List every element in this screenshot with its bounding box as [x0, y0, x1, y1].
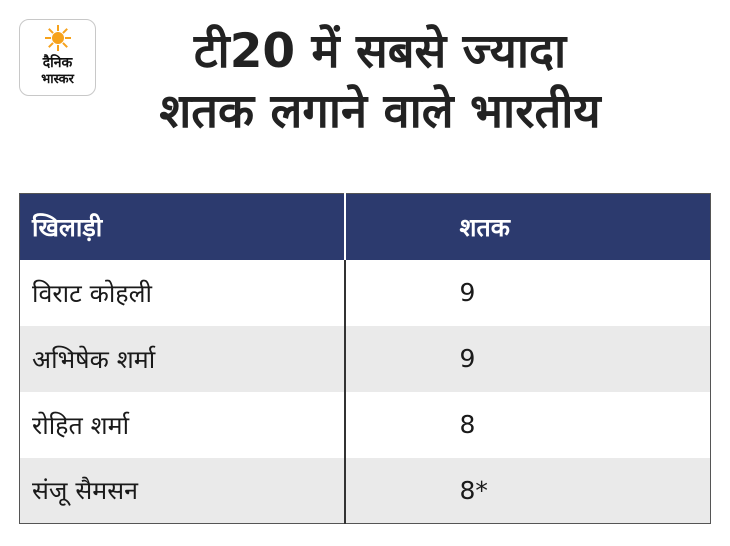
header-centuries: शतक [343, 193, 711, 260]
table-header-row: खिलाड़ी शतक [19, 193, 711, 260]
header-player: खिलाड़ी [19, 193, 345, 260]
player-name: रोहित शर्मा [19, 391, 345, 458]
dainik-bhaskar-logo: दैनिक भास्कर [19, 19, 96, 96]
logo-text-line1: दैनिक [42, 55, 73, 71]
player-name: विराट कोहली [19, 259, 345, 326]
centuries-table: खिलाड़ी शतक विराट कोहली 9 अभिषेक शर्मा 9… [19, 193, 711, 524]
centuries-value: 9 [343, 325, 711, 392]
table-row: अभिषेक शर्मा 9 [19, 325, 711, 392]
player-name: अभिषेक शर्मा [19, 325, 345, 392]
centuries-value: 8 [343, 391, 711, 458]
table-row: रोहित शर्मा 8 [19, 391, 711, 458]
page-title: टी20 में सबसे ज्यादा शतक लगाने वाले भारत… [60, 22, 700, 142]
sun-icon [45, 25, 71, 51]
title-line1: टी20 में सबसे ज्यादा [193, 24, 567, 79]
table-row: विराट कोहली 9 [19, 259, 711, 326]
logo-text-line2: भास्कर [41, 72, 74, 87]
title-line2: शतक लगाने वाले भारतीय [159, 84, 601, 139]
table-row: संजू सैमसन 8* [19, 457, 711, 524]
centuries-value: 8* [343, 457, 711, 524]
centuries-value: 9 [343, 259, 711, 326]
player-name: संजू सैमसन [19, 457, 345, 524]
